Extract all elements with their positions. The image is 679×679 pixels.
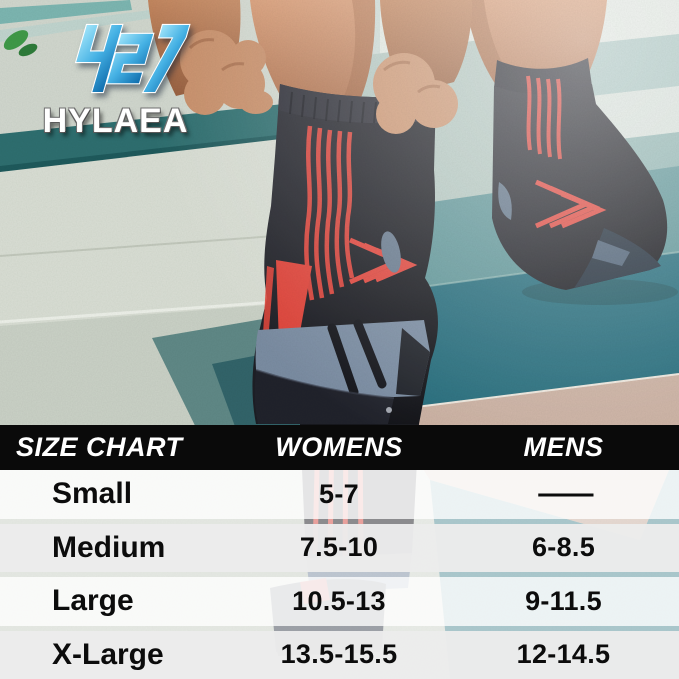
brand-name: HYLAEA — [42, 102, 189, 140]
mens-value: 12-14.5 — [516, 639, 611, 670]
mens-value-dash: —— — [538, 477, 593, 511]
size-label: Small — [52, 477, 133, 511]
size-chart: SIZE CHART WOMENS MENS Small 5-7 —— Medi… — [0, 425, 679, 679]
size-row-small: Small 5-7 —— — [0, 470, 679, 519]
womens-value: 5-7 — [319, 478, 359, 509]
mens-value: 9-11.5 — [525, 585, 602, 616]
size-label: Medium — [52, 530, 166, 564]
size-chart-rows: Small 5-7 —— Medium 7.5-10 6-8.5 Large 1… — [0, 470, 679, 679]
size-label: Large — [52, 584, 134, 618]
size-row-large: Large 10.5-13 9-11.5 — [0, 577, 679, 626]
mens-value: 6-8.5 — [531, 532, 596, 563]
womens-value: 10.5-13 — [292, 585, 386, 616]
size-row-xlarge: X-Large 13.5-15.5 12-14.5 — [0, 630, 679, 679]
size-chart-header: SIZE CHART WOMENS MENS — [0, 425, 679, 470]
womens-value: 7.5-10 — [299, 532, 379, 563]
header-size-chart: SIZE CHART — [16, 432, 183, 462]
size-row-medium: Medium 7.5-10 6-8.5 — [0, 523, 679, 572]
brand-logo-icon — [74, 23, 191, 94]
header-womens: WOMENS — [275, 432, 403, 462]
brand: HYLAEA — [8, 4, 223, 141]
header-mens: MENS — [523, 432, 604, 462]
size-label: X-Large — [52, 637, 164, 671]
womens-value: 13.5-15.5 — [280, 639, 398, 670]
